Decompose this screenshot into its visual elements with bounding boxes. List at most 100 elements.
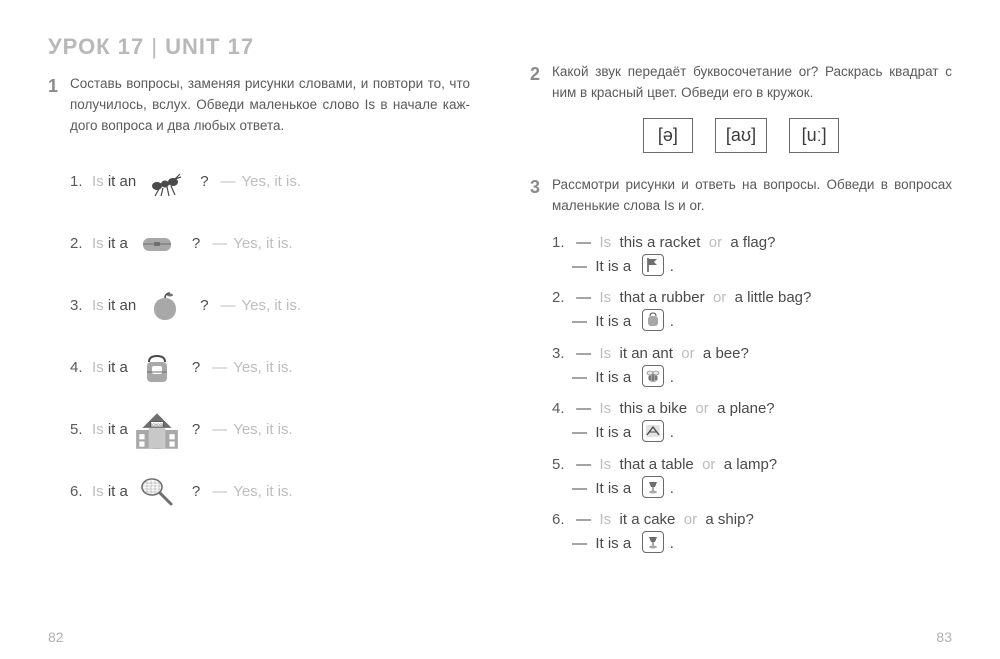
q-dash: — xyxy=(576,289,595,306)
ans-dash: — xyxy=(572,424,591,441)
ans-dash: — xyxy=(572,258,591,275)
pencilcase-icon xyxy=(132,222,182,266)
page-spread: УРОК 17 | UNIT 17 1 Составь вопросы, зам… xyxy=(0,0,1000,659)
row-mid: it an xyxy=(104,297,137,314)
task-3-text: Рассмотри рисунки и ответь на вопросы. О… xyxy=(552,175,952,217)
task-1-row: 1. Is it an ? — Yes, it is. xyxy=(70,151,470,213)
task-3-rows: 1. — Is this a racket or a flag? — It is… xyxy=(552,231,952,556)
sound-box: [aʊ] xyxy=(715,118,767,153)
flag-icon xyxy=(642,254,664,276)
row-answer: Yes, it is. xyxy=(233,483,292,500)
svg-text:SCHOOL: SCHOOL xyxy=(150,423,164,427)
ans-pre: It is a xyxy=(595,535,635,552)
task-2: 2 Какой звук передаёт буквосочетание or?… xyxy=(530,62,952,104)
task-3-item: 6. — Is it a cake or a ship? — It is a . xyxy=(552,508,952,556)
q-part-b: a little bag? xyxy=(730,289,811,306)
task-3-answer: — It is a . xyxy=(552,365,952,389)
task-3-answer: — It is a . xyxy=(552,476,952,500)
ant-icon xyxy=(140,160,190,204)
row-dash: — xyxy=(212,421,227,438)
ans-pre: It is a xyxy=(595,480,635,497)
q-part-a: it a cake xyxy=(615,511,679,528)
task-3-question: 2. — Is that a rubber or a little bag? xyxy=(552,286,952,309)
q-part-a: this a racket xyxy=(615,234,704,251)
ans-dash: — xyxy=(572,369,591,386)
q-or: or xyxy=(713,289,726,306)
task-3-answer: — It is a . xyxy=(552,531,952,555)
row-answer: Yes, it is. xyxy=(233,235,292,252)
bee-icon xyxy=(642,365,664,387)
item-index: 6. xyxy=(552,508,572,531)
school-icon: SCHOOL xyxy=(132,408,182,452)
row-lead: Is xyxy=(92,483,104,500)
ans-period: . xyxy=(670,369,674,386)
task-3-question: 5. — Is that a table or a lamp? xyxy=(552,453,952,476)
task-3-item: 4. — Is this a bike or a plane? — It is … xyxy=(552,397,952,445)
q-part-b: a flag? xyxy=(726,234,775,251)
task-1-row: 4. Is it a ? — Yes, it is. xyxy=(70,337,470,399)
task-3-item: 1. — Is this a racket or a flag? — It is… xyxy=(552,231,952,279)
item-index: 3. xyxy=(552,342,572,365)
q-is: Is xyxy=(600,511,612,528)
task-3-question: 4. — Is this a bike or a plane? xyxy=(552,397,952,420)
task-3: 3 Рассмотри рисунки и ответь на вопросы.… xyxy=(530,175,952,217)
ans-pre: It is a xyxy=(595,424,635,441)
q-part-b: a plane? xyxy=(713,400,775,417)
task-3-question: 1. — Is this a racket or a flag? xyxy=(552,231,952,254)
row-questionmark: ? xyxy=(192,483,200,500)
q-is: Is xyxy=(600,234,612,251)
item-index: 2. xyxy=(552,286,572,309)
row-lead: Is xyxy=(92,297,104,314)
row-answer: Yes, it is. xyxy=(233,421,292,438)
sound-box: [uː] xyxy=(789,118,839,153)
row-index: 5. xyxy=(70,421,92,438)
task-3-answer: — It is a . xyxy=(552,254,952,278)
row-answer: Yes, it is. xyxy=(233,359,292,376)
ans-pre: It is a xyxy=(595,313,635,330)
task-3-answer: — It is a . xyxy=(552,309,952,333)
row-dash: — xyxy=(212,483,227,500)
item-index: 4. xyxy=(552,397,572,420)
task-3-question: 6. — Is it a cake or a ship? xyxy=(552,508,952,531)
ans-period: . xyxy=(670,424,674,441)
row-answer: Yes, it is. xyxy=(242,173,301,190)
row-mid: it a xyxy=(104,421,128,438)
task-3-item: 2. — Is that a rubber or a little bag? —… xyxy=(552,286,952,334)
row-dash: — xyxy=(221,297,236,314)
row-questionmark: ? xyxy=(200,297,208,314)
page-left: УРОК 17 | UNIT 17 1 Составь вопросы, зам… xyxy=(0,0,500,659)
row-dash: — xyxy=(212,359,227,376)
q-dash: — xyxy=(576,345,595,362)
unit-title: УРОК 17 | UNIT 17 xyxy=(48,34,470,60)
task-3-answer: — It is a . xyxy=(552,420,952,444)
page-right: 2 Какой звук передаёт буквосочетание or?… xyxy=(500,0,1000,659)
q-or: or xyxy=(702,456,715,473)
row-index: 6. xyxy=(70,483,92,500)
row-dash: — xyxy=(212,235,227,252)
ans-dash: — xyxy=(572,480,591,497)
page-number-right: 83 xyxy=(936,629,952,645)
apple-icon xyxy=(140,284,190,328)
task-2-text: Какой звук передаёт буквосочетание or? Р… xyxy=(552,62,952,104)
ans-pre: It is a xyxy=(595,258,635,275)
q-dash: — xyxy=(576,456,595,473)
sound-box: [ə] xyxy=(643,118,693,153)
q-or: or xyxy=(681,345,694,362)
row-lead: Is xyxy=(92,421,104,438)
row-lead: Is xyxy=(92,235,104,252)
racket-icon xyxy=(132,470,182,514)
q-or: or xyxy=(695,400,708,417)
row-index: 2. xyxy=(70,235,92,252)
row-lead: Is xyxy=(92,359,104,376)
bag-small-icon xyxy=(642,309,664,331)
row-lead: Is xyxy=(92,173,104,190)
q-part-a: this a bike xyxy=(615,400,691,417)
q-dash: — xyxy=(576,234,595,251)
title-en: UNIT 17 xyxy=(165,34,254,59)
task-2-number: 2 xyxy=(530,62,552,104)
row-index: 3. xyxy=(70,297,92,314)
row-index: 4. xyxy=(70,359,92,376)
task-1-rows: 1. Is it an ? — Yes, it is. 2. Is it a ?… xyxy=(70,151,470,523)
row-answer: Yes, it is. xyxy=(242,297,301,314)
ans-period: . xyxy=(670,313,674,330)
